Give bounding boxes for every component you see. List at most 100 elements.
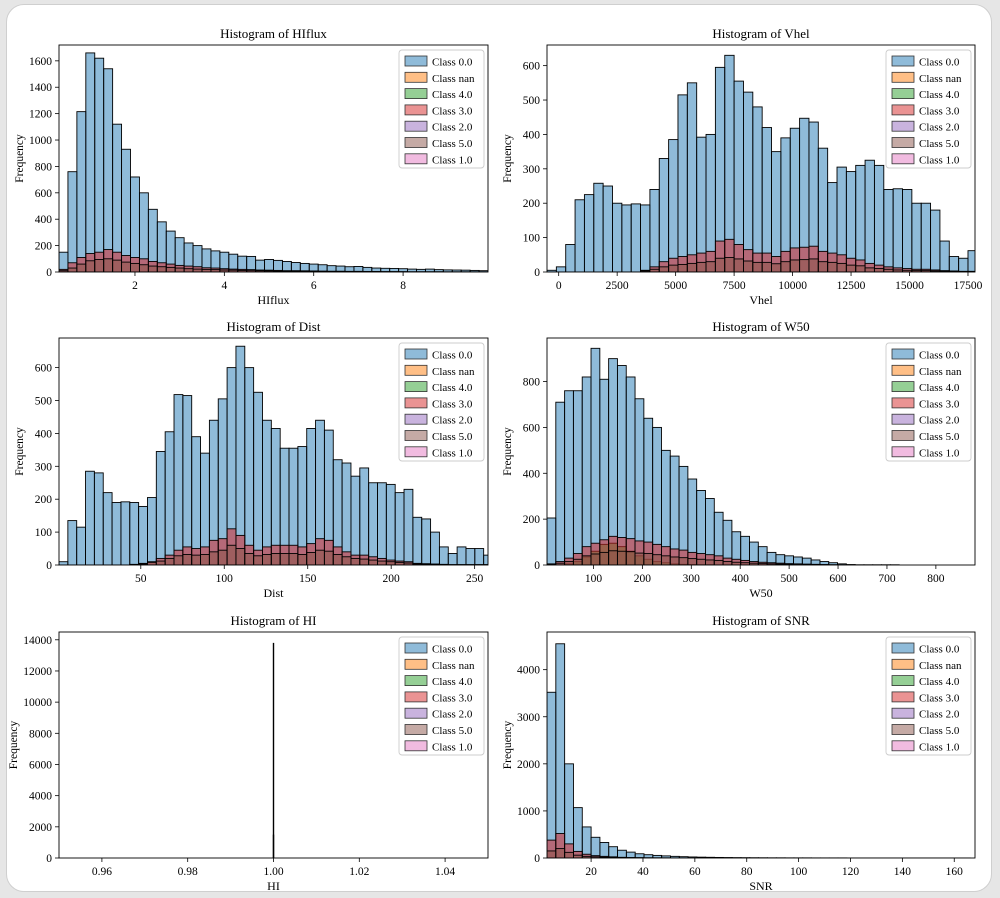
bar-class-5-0 xyxy=(85,260,96,272)
legend-swatch-class-nan xyxy=(404,658,428,670)
bar-class-5-0 xyxy=(103,258,114,272)
bar-class-5-0 xyxy=(191,554,202,565)
bar-class-0-0 xyxy=(987,258,991,272)
legend-label-class-5-0: Class 5.0 xyxy=(919,431,960,443)
bar-class-0-0 xyxy=(555,401,566,565)
bar-class-0-0 xyxy=(855,164,866,272)
bar-class-0-0 xyxy=(911,202,922,272)
x-tick-label: 20 xyxy=(585,866,597,878)
bar-class-5-0 xyxy=(67,267,78,272)
bar-class-0-0 xyxy=(572,390,583,565)
bar-class-0-0 xyxy=(939,240,950,272)
bar-class-0-0 xyxy=(421,518,432,565)
bar-class-5-0 xyxy=(789,259,801,272)
legend-swatch-class-3-0 xyxy=(404,691,428,703)
bar-class-0-0 xyxy=(564,390,574,565)
bar-class-5-0 xyxy=(808,258,819,272)
chart-title: Histogram of W50 xyxy=(712,319,809,334)
bar-class-5-0 xyxy=(864,267,875,272)
bar-class-5-0 xyxy=(147,265,158,272)
y-tick-label: 1400 xyxy=(29,82,52,94)
legend: Class 0.0 Class nan Class 4.0 Class 3.0 Clas… xyxy=(885,636,972,756)
y-tick-label: 200 xyxy=(35,494,53,506)
bar-class-5-0 xyxy=(164,557,175,565)
legend-label-class-3-0: Class 3.0 xyxy=(919,398,960,410)
bar-class-5-0 xyxy=(722,561,733,565)
bar-class-5-0 xyxy=(686,262,698,272)
bar-class-5-0 xyxy=(564,561,574,565)
x-tick-label: 0.98 xyxy=(178,866,198,878)
bar-class-5-0 xyxy=(696,261,707,272)
bar-class-5-0 xyxy=(130,262,140,272)
bar-class-0-0 xyxy=(173,394,184,565)
bar-class-0-0 xyxy=(483,554,488,565)
x-tick-label: 15000 xyxy=(895,280,924,292)
y-tick-label: 0 xyxy=(46,560,52,572)
legend-label-class-5-0: Class 5.0 xyxy=(919,725,960,737)
y-tick-label: 600 xyxy=(523,61,541,73)
bar-class-5-0 xyxy=(590,553,601,565)
bar-class-0-0 xyxy=(76,111,87,272)
y-tick-label: 1200 xyxy=(29,109,52,121)
legend-label-class-nan: Class nan xyxy=(432,73,475,85)
bar-class-5-0 xyxy=(752,261,763,272)
bar-class-0-0 xyxy=(617,849,627,858)
bar-class-5-0 xyxy=(155,560,166,565)
y-tick-label: 0 xyxy=(534,853,540,865)
legend-label-class-nan: Class nan xyxy=(432,366,475,378)
legend-swatch-class-1-0 xyxy=(404,153,428,165)
bar-class-5-0 xyxy=(323,550,334,565)
bar-class-0-0 xyxy=(902,189,913,272)
bars-group xyxy=(547,347,900,565)
y-tick-label: 500 xyxy=(35,396,53,408)
legend-swatch-class-1-0 xyxy=(404,740,428,752)
y-tick-label: 400 xyxy=(35,428,53,440)
legend-label-class-0-0: Class 0.0 xyxy=(432,644,473,656)
legend-swatch-class-2-0 xyxy=(891,413,915,425)
y-tick-label: 200 xyxy=(523,514,541,526)
bar-class-0-0 xyxy=(658,158,670,272)
legend-swatch-class-4-0 xyxy=(891,381,915,393)
bar-class-5-0 xyxy=(668,264,679,272)
bar-class-5-0 xyxy=(677,263,688,272)
bar-class-0-0 xyxy=(59,561,69,565)
bar-class-5-0 xyxy=(368,559,378,565)
legend-swatch-class-0-0 xyxy=(404,348,428,360)
bar-class-5-0 xyxy=(634,552,645,565)
bar-class-5-0 xyxy=(658,266,670,272)
bar-class-0-0 xyxy=(447,553,458,565)
bar-class-5-0 xyxy=(112,259,123,272)
bar-class-0-0 xyxy=(599,378,610,565)
bar-class-5-0 xyxy=(696,558,706,565)
x-tick-label: 4 xyxy=(221,280,227,292)
bar-class-0-0 xyxy=(581,376,592,565)
bar-class-0-0 xyxy=(438,546,449,565)
bar-class-5-0 xyxy=(687,558,698,565)
y-tick-label: 8000 xyxy=(29,728,52,740)
bar-class-0-0 xyxy=(102,492,113,565)
bar-class-0-0 xyxy=(752,106,763,272)
bar-class-5-0 xyxy=(174,267,185,272)
bar-class-0-0 xyxy=(873,164,885,272)
legend: Class 0.0 Class nan Class 4.0 Class 3.0 Clas… xyxy=(885,342,972,462)
legend-swatch-class-4-0 xyxy=(891,88,915,99)
x-tick-label: 200 xyxy=(634,573,652,585)
y-axis-label: Frequency xyxy=(14,427,26,476)
legend-label-class-1-0: Class 1.0 xyxy=(919,447,960,459)
bar-class-0-0 xyxy=(640,204,651,272)
x-tick-label: 500 xyxy=(781,573,799,585)
y-axis-label: Frequency xyxy=(8,720,20,769)
legend-swatch-class-5-0 xyxy=(891,430,915,441)
x-tick-label: 700 xyxy=(878,573,896,585)
legend-swatch-class-5-0 xyxy=(891,137,915,148)
bar-class-0-0 xyxy=(677,94,688,272)
bar-class-5-0 xyxy=(165,266,176,272)
x-tick-label: 8 xyxy=(400,280,406,292)
legend-label-class-4-0: Class 4.0 xyxy=(432,676,473,688)
y-axis-label: Frequency xyxy=(502,720,514,769)
x-tick-label: 2 xyxy=(132,280,138,292)
bar-class-5-0 xyxy=(385,561,396,565)
bar-class-0-0 xyxy=(958,257,969,272)
bar-class-0-0 xyxy=(368,482,378,565)
bar-class-0-0 xyxy=(155,451,166,565)
